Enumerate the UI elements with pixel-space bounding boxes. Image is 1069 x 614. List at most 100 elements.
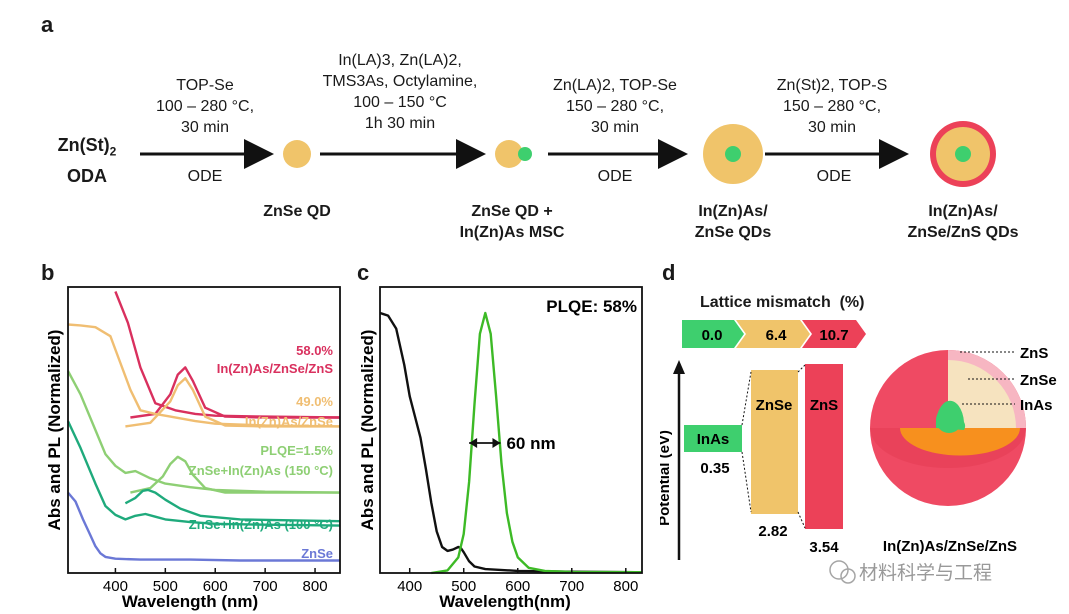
lattice-value-inas: 0.0 xyxy=(702,327,723,344)
panel-d-caption: In(Zn)As/ZnSe/ZnS xyxy=(883,538,1017,555)
panel-c-xtick-label-3: 700 xyxy=(559,578,584,595)
panel-c-xtick-label-2: 600 xyxy=(505,578,530,595)
lattice-mismatch-title: Lattice mismatch (%) xyxy=(700,294,865,311)
arrow-2-conditions: In(LA)3, Zn(LA)2, TMS3As, Octylamine, 10… xyxy=(300,50,500,134)
band-connector-bottom-1 xyxy=(741,451,752,513)
panel-b-series-3 xyxy=(125,376,340,428)
start-reagent: Zn(St)2 ODA xyxy=(52,133,122,188)
znse-qd-particle xyxy=(283,140,311,168)
annotation-znse-plqe: 49.0% xyxy=(296,394,333,409)
panel-a-arrows xyxy=(140,121,996,187)
product-3-line-1: In(Zn)As/ xyxy=(698,203,768,220)
arrow-4-line-1: Zn(St)2, TOP-S xyxy=(776,77,888,94)
panel-d-diagram: 0.0 6.4 10.7 Potential (eV) InAs 0.35 Zn… xyxy=(660,320,1057,584)
panel-b-ylabel: Abs and PL (Normalized) xyxy=(45,330,64,531)
sphere-label-znse: ZnSe xyxy=(1020,372,1057,389)
watermark-text: 材料科学与工程 xyxy=(859,562,992,584)
fwhm-label: 60 nm xyxy=(506,434,555,453)
panel-b-series-8 xyxy=(67,491,340,562)
annotation-znse-label: In(Zn)As/ZnSe xyxy=(245,414,333,429)
arrow-4-conditions: Zn(St)2, TOP-S 150 – 280 °C, 30 min xyxy=(752,75,912,138)
watermark: 材料科学与工程 xyxy=(829,560,992,584)
sphere-inner-band xyxy=(900,428,1020,456)
potential-axis-label: Potential (eV) xyxy=(660,430,673,526)
panel-c-xtick-label-1: 500 xyxy=(451,578,476,595)
band-zns-value: 3.54 xyxy=(809,539,839,556)
annotation-znse-qd-label: ZnSe xyxy=(301,546,333,561)
band-inas-value: 0.35 xyxy=(700,460,729,477)
panel-b-xtick-label-3: 700 xyxy=(253,578,278,595)
start-reagent-formula: Zn(St) xyxy=(57,135,110,155)
panel-c-chart: 400 500 600 700 800 PLQE: 58% 60 nm Waveleng… xyxy=(358,286,643,611)
start-reagent-solvent: ODA xyxy=(67,165,107,186)
arrow-3-conditions: Zn(LA)2, TOP-Se 150 – 280 °C, 30 min xyxy=(535,75,695,138)
product-4-label: In(Zn)As/ ZnSe/ZnS QDs xyxy=(878,201,1048,243)
product-2-label: ZnSe QD + In(Zn)As MSC xyxy=(432,201,592,243)
lattice-value-znse: 6.4 xyxy=(766,327,788,344)
arrow-2-line-3: 100 – 150 °C xyxy=(353,94,447,111)
arrow-1-line-3: 30 min xyxy=(180,119,230,136)
panel-c-frame xyxy=(379,286,643,574)
product-2-line-2: In(Zn)As MSC xyxy=(459,224,565,241)
arrow-2-line-2: TMS3As, Octylamine, xyxy=(322,73,478,90)
lattice-value-zns: 10.7 xyxy=(819,327,848,344)
band-znse-value: 2.82 xyxy=(758,523,787,540)
panel-c-ylabel: Abs and PL (Normalized) xyxy=(358,330,377,531)
panel-c-ticks: 400 500 600 700 800 xyxy=(397,568,638,595)
panel-b-ticks: 400 500 600 700 800 xyxy=(103,568,328,595)
arrow-4-line-2: 150 – 280 °C, xyxy=(782,98,882,115)
arrow-1-line-2: 100 – 280 °C, xyxy=(155,98,255,115)
znse-qd-particle-2 xyxy=(495,140,523,168)
arrow-4-solvent: ODE xyxy=(816,168,852,185)
panel-b-series-2 xyxy=(67,323,341,428)
annotation-150-label: ZnSe+In(Zn)As (150 °C) xyxy=(189,463,333,478)
arrow-3-line-3: 30 min xyxy=(590,119,640,136)
panel-b-series-group xyxy=(66,291,341,562)
lattice-segment-inas xyxy=(682,320,744,348)
arrow-2-line-4: 1h 30 min xyxy=(364,115,436,132)
annotation-zns-label: In(Zn)As/ZnSe/ZnS xyxy=(217,361,334,376)
panel-b-frame xyxy=(67,286,341,574)
arrow-3-line-2: 150 – 280 °C, xyxy=(565,98,665,115)
panel-b-series-5 xyxy=(130,455,340,494)
arrow-3-solvent: ODE xyxy=(597,168,633,185)
panel-b-xtick-label-2: 600 xyxy=(203,578,228,595)
arrow-2-line-1: In(LA)3, Zn(LA)2, xyxy=(338,52,462,69)
panel-c-series-1 xyxy=(431,311,643,575)
panel-c-title: PLQE: 58% xyxy=(546,297,637,316)
annotation-100-label: ZnSe+In(Zn)As (100 °C) xyxy=(189,517,333,532)
band-znse-name: ZnSe xyxy=(756,397,793,414)
panel-b-label: b xyxy=(41,260,55,285)
arrow-3-line-1: Zn(LA)2, TOP-Se xyxy=(553,77,677,94)
sphere-inas-dot xyxy=(936,407,962,433)
product-4-line-1: In(Zn)As/ xyxy=(928,203,998,220)
sphere-cutout-znse xyxy=(948,360,1016,428)
band-znse xyxy=(751,370,798,514)
arrow-4-line-3: 30 min xyxy=(807,119,857,136)
watermark-wechat-icon xyxy=(829,560,849,580)
panel-b-series-6 xyxy=(66,420,341,527)
arrow-1-conditions: TOP-Se 100 – 280 °C, 30 min xyxy=(145,75,265,138)
panel-c-label: c xyxy=(357,260,370,285)
band-connector-top-2 xyxy=(797,364,806,373)
panel-c-xlabel: Wavelength(nm) xyxy=(439,592,571,611)
fwhm-annotation: 60 nm xyxy=(469,434,556,453)
arrow-1-line-1: TOP-Se xyxy=(176,77,234,94)
start-reagent-subscript: 2 xyxy=(109,144,117,159)
arrow-1-solvent: ODE xyxy=(187,168,223,185)
panel-c-series-0 xyxy=(379,311,643,574)
product-1-line-1: ZnSe QD xyxy=(263,203,331,220)
inas-core-inner xyxy=(955,146,971,162)
panel-b-series-1 xyxy=(130,366,340,419)
panel-d-label: d xyxy=(662,260,676,285)
band-connector-top-1 xyxy=(741,371,752,426)
lattice-segment-znse xyxy=(736,320,810,348)
band-zns xyxy=(805,364,843,529)
band-connector-bottom-2 xyxy=(797,511,806,529)
watermark-wechat-icon-2 xyxy=(840,568,856,584)
panel-b-xtick-label-0: 400 xyxy=(103,578,128,595)
fwhm-arrow-right xyxy=(492,438,501,448)
product-1-label: ZnSe QD xyxy=(237,201,357,222)
panel-b-series-7 xyxy=(124,488,341,523)
product-2-line-1: ZnSe QD + xyxy=(471,203,553,220)
